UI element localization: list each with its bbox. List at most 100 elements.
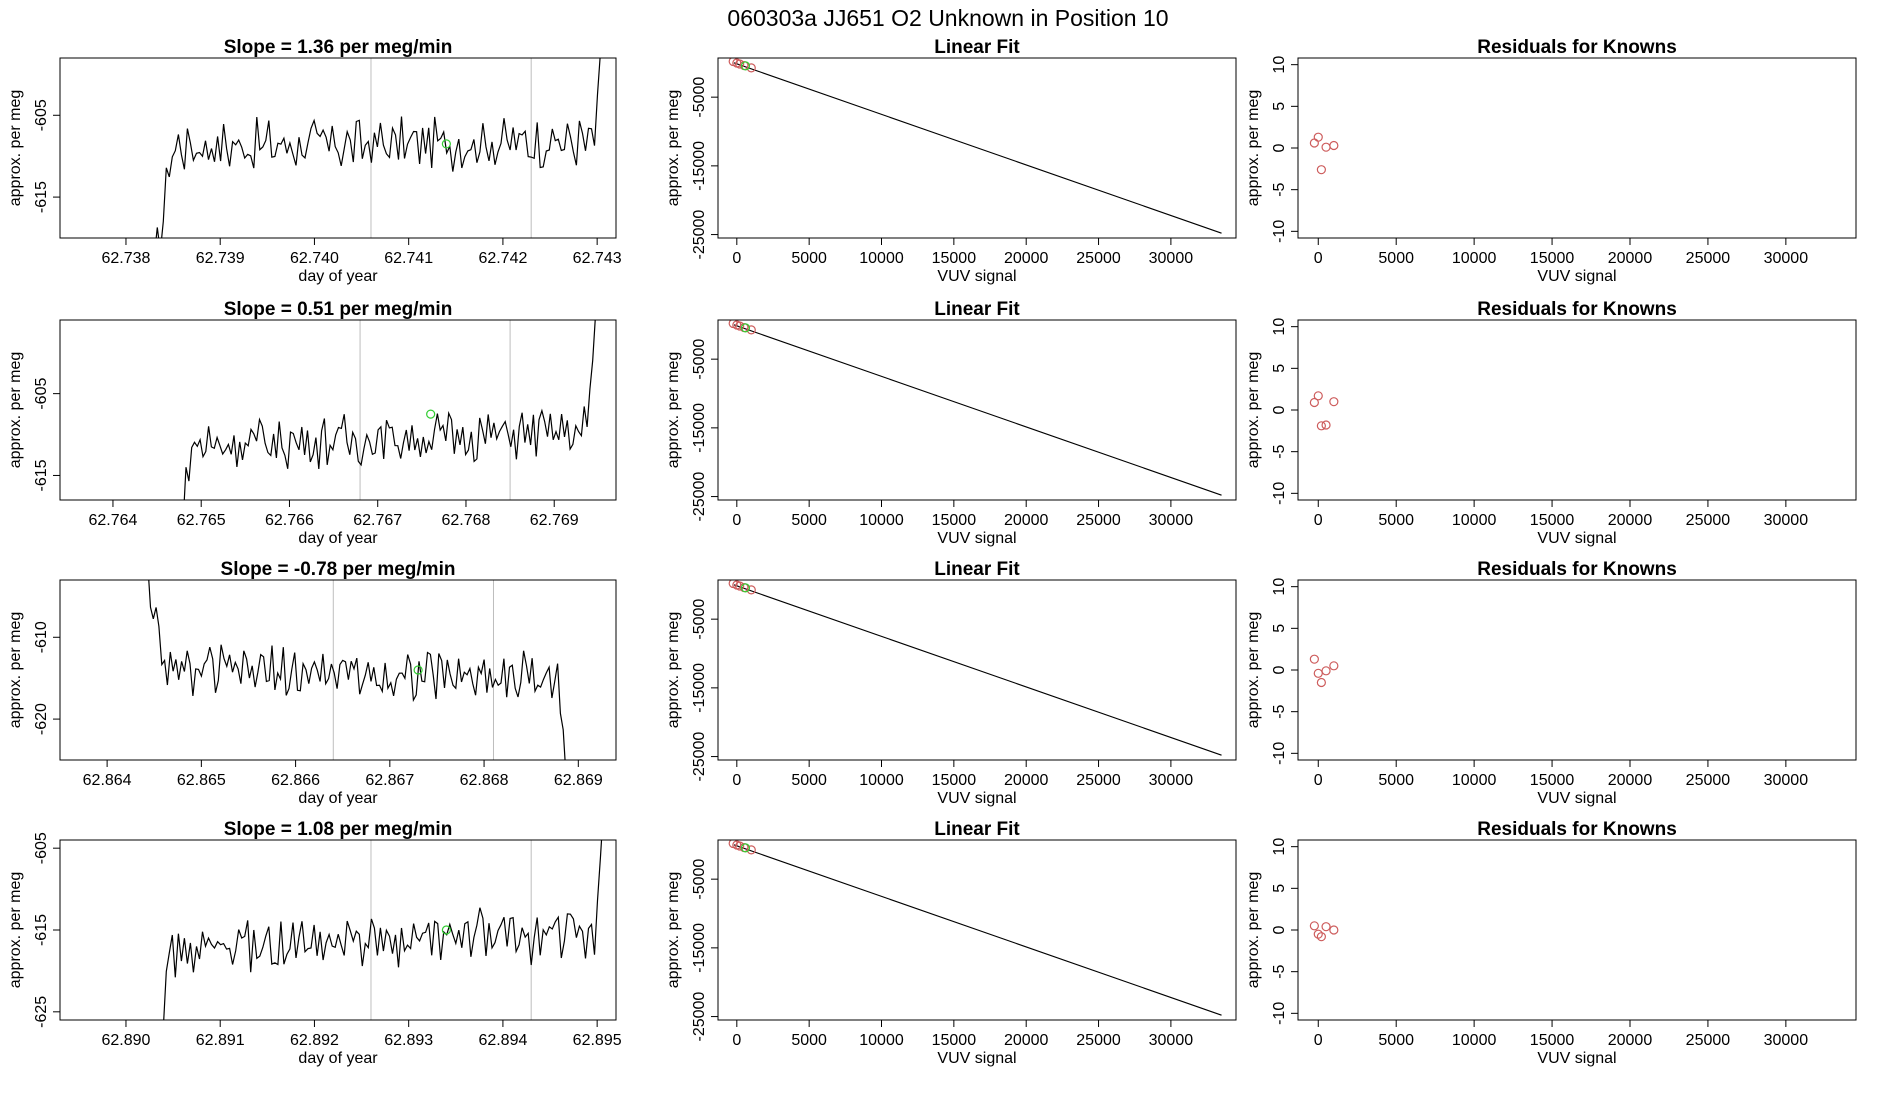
time-1-ylabel: approx. per meg (7, 90, 24, 207)
fit-3-ylabel: approx. per meg (665, 612, 682, 729)
fit-2-title: Linear Fit (934, 299, 1020, 320)
resid-3-ytick-label-0: 10 (1271, 578, 1288, 596)
time-3-ylabel: approx. per meg (7, 612, 24, 729)
resid-1-panel: Residuals for Knowns 0 5000 10000 15000 20000… (1245, 37, 1857, 285)
fit-3-xtick-label-5: 25000 (1076, 772, 1121, 789)
fit-1-data (728, 58, 1222, 234)
resid-2-panel: Residuals for Knowns 0 5000 10000 15000 20000… (1245, 299, 1857, 547)
resid-4-ytick-label-0: 10 (1271, 838, 1288, 856)
fit-2-fit-line (733, 324, 1222, 496)
time-3-xtick-label-4: 62.868 (460, 772, 509, 789)
resid-1-ytick-label-2: 0 (1271, 143, 1288, 152)
resid-1-xtick-label-5: 25000 (1686, 250, 1731, 267)
time-1-xtick-label-2: 62.740 (290, 250, 339, 267)
resid-3-residual-point-3 (1321, 666, 1331, 676)
fit-1-xtick-label-1: 5000 (791, 250, 827, 267)
resid-2-residual-point-4 (1329, 397, 1339, 407)
resid-4-frame (1297, 839, 1857, 1021)
time-2-xtick-label-1: 62.765 (177, 512, 226, 529)
fit-1-xtick-label-5: 25000 (1076, 250, 1121, 267)
fit-2-xlabel: VUV signal (937, 530, 1016, 547)
time-2-xtick-label-4: 62.768 (441, 512, 490, 529)
fit-4-xtick-label-3: 15000 (932, 1032, 977, 1049)
resid-2-ytick-label-1: 5 (1271, 364, 1288, 373)
time-4-xtick-label-1: 62.891 (196, 1032, 245, 1049)
resid-4-residual-point-1 (1313, 929, 1323, 939)
fit-1-ytick-label-1: -15000 (691, 141, 708, 191)
resid-1-residual-point-3 (1321, 142, 1331, 152)
resid-2-residual-point-1 (1313, 391, 1323, 401)
time-2-xlabel: day of year (298, 530, 378, 547)
time-1-panel: Slope = 1.36 per meg/min 62.738 62.739 62.7… (7, 37, 622, 285)
time-4-title: Slope = 1.08 per meg/min (224, 819, 453, 840)
resid-4-xtick-label-2: 10000 (1452, 1032, 1497, 1049)
time-3-xlabel: day of year (298, 790, 378, 807)
resid-1-xtick-label-3: 15000 (1530, 250, 1575, 267)
time-2-ytick-label-0: -605 (33, 378, 50, 410)
time-3-xtick-label-2: 62.866 (271, 772, 320, 789)
fit-1-ytick-label-2: -25000 (691, 210, 708, 260)
resid-2-xlabel: VUV signal (1537, 530, 1616, 547)
fit-4-xtick-label-0: 0 (732, 1032, 741, 1049)
resid-4-ytick-label-4: -10 (1271, 1002, 1288, 1025)
resid-3-ytick-label-2: 0 (1271, 665, 1288, 674)
resid-3-ytick-label-1: 5 (1271, 624, 1288, 633)
fit-3-frame (717, 579, 1237, 761)
resid-3-data (1309, 654, 1339, 688)
fit-1-ytick-label-0: -5000 (691, 77, 708, 118)
fit-2-known-point-4 (746, 325, 756, 335)
fit-1-xtick-label-4: 20000 (1004, 250, 1049, 267)
time-4-xtick-label-2: 62.892 (290, 1032, 339, 1049)
resid-2-ytick-label-2: 0 (1271, 405, 1288, 414)
resid-1-residual-point-4 (1329, 140, 1339, 151)
resid-3-xtick-label-1: 5000 (1378, 772, 1414, 789)
fit-4-xlabel: VUV signal (937, 1050, 1016, 1067)
resid-4-xtick-label-5: 25000 (1686, 1032, 1731, 1049)
resid-3-ytick-label-4: -10 (1271, 742, 1288, 765)
fit-2-ytick-label-1: -15000 (691, 403, 708, 453)
fit-4-xtick-label-6: 30000 (1149, 1032, 1194, 1049)
fit-2-xtick-label-4: 20000 (1004, 512, 1049, 529)
resid-1-title: Residuals for Knowns (1477, 37, 1677, 58)
fit-2-ylabel: approx. per meg (665, 352, 682, 469)
fit-2-xtick-label-0: 0 (732, 512, 741, 529)
fit-2-panel: Linear Fit 0 5000 10000 15000 20000 25000 30000… (665, 299, 1237, 547)
time-2-title: Slope = 0.51 per meg/min (224, 299, 453, 320)
time-4-ytick-label-0: -605 (33, 832, 50, 864)
resid-3-ytick-label-3: -5 (1271, 704, 1288, 718)
time-3-xtick-label-1: 62.865 (177, 772, 226, 789)
fit-1-title: Linear Fit (934, 37, 1020, 58)
fit-2-known-point-2 (735, 321, 745, 331)
fit-3-unknown-point-0 (740, 583, 751, 593)
time-2-xtick-label-5: 62.769 (530, 512, 579, 529)
resid-2-xtick-label-1: 5000 (1378, 512, 1414, 529)
fit-4-unknown-point-0 (740, 843, 751, 853)
time-1-data (155, 58, 601, 238)
fit-3-known-point-4 (746, 585, 756, 595)
resid-2-ylabel: approx. per meg (1245, 352, 1262, 469)
panel-grid: Slope = 1.36 per meg/min 62.738 62.739 62.7… (7, 37, 1857, 1067)
fit-1-ylabel: approx. per meg (665, 90, 682, 207)
fit-4-ytick-label-1: -15000 (691, 923, 708, 973)
fit-4-ylabel: approx. per meg (665, 872, 682, 989)
resid-4-xtick-label-0: 0 (1314, 1032, 1323, 1049)
time-3-xtick-label-5: 62.869 (554, 772, 603, 789)
time-3-frame (59, 579, 617, 761)
fit-3-ytick-label-2: -25000 (691, 732, 708, 782)
fit-1-unknown-point-0 (740, 61, 751, 71)
time-1-ytick-label-1: -615 (33, 181, 50, 213)
resid-4-panel: Residuals for Knowns 0 5000 10000 15000 20000… (1245, 819, 1857, 1067)
figure-title: 060303a JJ651 O2 Unknown in Position 10 (727, 5, 1168, 31)
resid-1-residual-point-2 (1316, 165, 1326, 175)
resid-3-residual-point-4 (1329, 661, 1339, 671)
fit-2-xtick-label-1: 5000 (791, 512, 827, 529)
resid-1-data (1309, 132, 1339, 175)
fit-4-xtick-label-5: 25000 (1076, 1032, 1121, 1049)
resid-2-residual-point-2 (1316, 421, 1326, 431)
resid-1-frame (1297, 57, 1857, 239)
time-4-xlabel: day of year (298, 1050, 378, 1067)
fit-1-xtick-label-6: 30000 (1149, 250, 1194, 267)
resid-1-ytick-label-4: -10 (1271, 220, 1288, 243)
time-1-frame (59, 57, 617, 239)
time-4-xtick-label-0: 62.890 (101, 1032, 150, 1049)
